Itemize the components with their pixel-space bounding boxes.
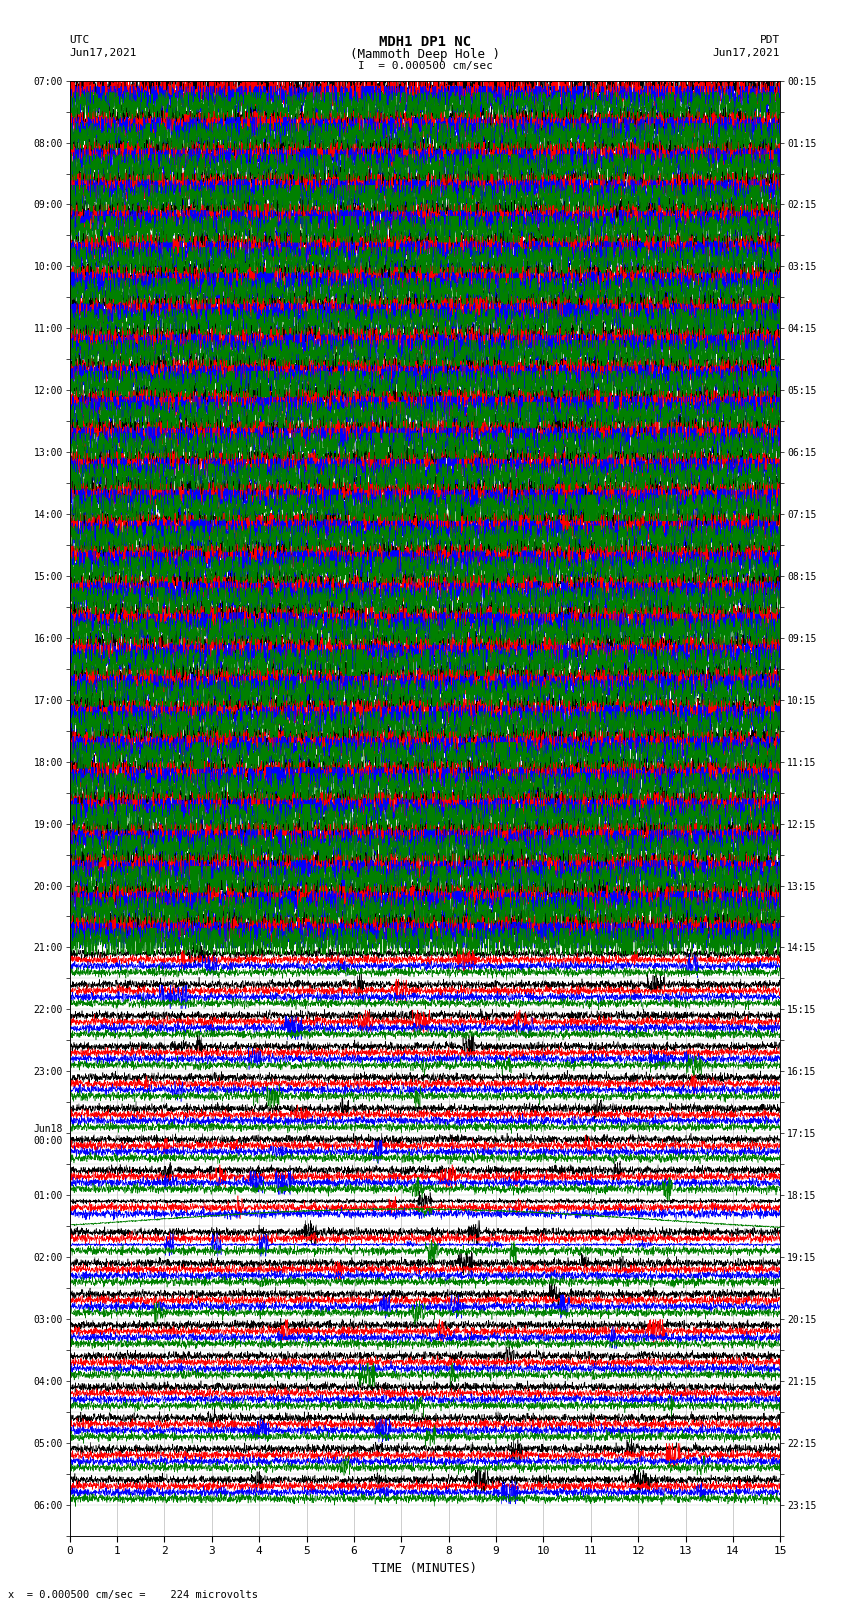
Text: I  = 0.000500 cm/sec: I = 0.000500 cm/sec bbox=[358, 61, 492, 71]
Text: Jun17,2021: Jun17,2021 bbox=[713, 48, 780, 58]
Text: x  = 0.000500 cm/sec =    224 microvolts: x = 0.000500 cm/sec = 224 microvolts bbox=[8, 1590, 258, 1600]
Text: UTC: UTC bbox=[70, 35, 90, 45]
Text: PDT: PDT bbox=[760, 35, 780, 45]
Text: Jun17,2021: Jun17,2021 bbox=[70, 48, 137, 58]
Text: MDH1 DP1 NC: MDH1 DP1 NC bbox=[379, 35, 471, 50]
X-axis label: TIME (MINUTES): TIME (MINUTES) bbox=[372, 1561, 478, 1574]
Text: (Mammoth Deep Hole ): (Mammoth Deep Hole ) bbox=[350, 48, 500, 61]
